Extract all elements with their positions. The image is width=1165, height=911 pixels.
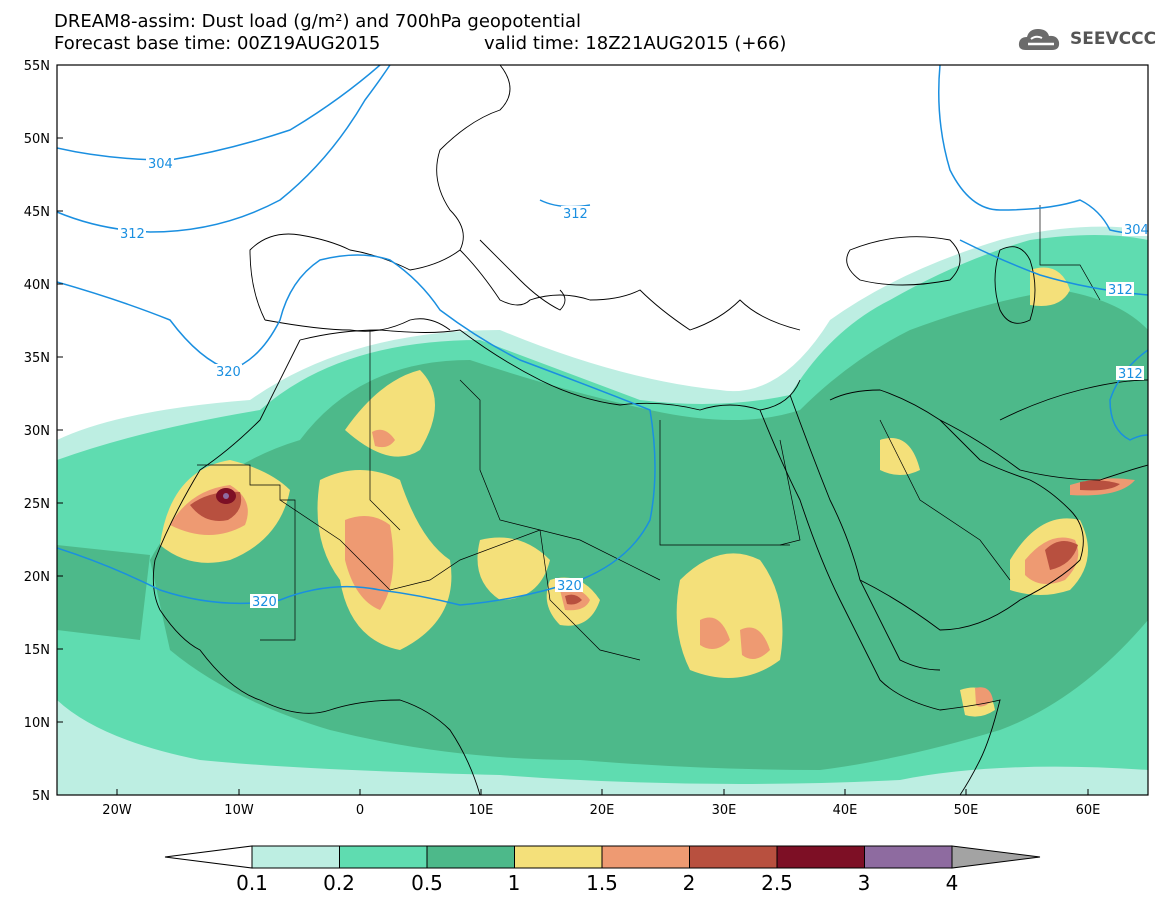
valid-time: valid time: 18Z21AUG2015 (+66) <box>484 33 787 54</box>
forecast-base-time: Forecast base time: 00Z19AUG2015 <box>54 33 381 54</box>
colorbar-label: 2.5 <box>761 871 793 895</box>
colorbar-label: 1.5 <box>586 871 618 895</box>
longitude-axis <box>116 789 1089 795</box>
contour-label: 320 <box>252 595 277 610</box>
lat-label: 35N <box>24 351 50 366</box>
lon-label: 30E <box>712 803 737 818</box>
seevccc-logo: SEEVCCC <box>1016 22 1156 56</box>
map-title: DREAM8-assim: Dust load (g/m²) and 700hP… <box>54 11 581 32</box>
lat-label: 5N <box>32 789 50 804</box>
colorbar-segment <box>689 845 778 869</box>
colorbar-segment <box>864 845 953 869</box>
contour-label: 312 <box>120 227 145 242</box>
colorbar-segment <box>514 845 603 869</box>
lat-label: 10N <box>24 716 50 731</box>
colorbar-upper-arrow <box>951 845 1041 869</box>
colorbar-segments <box>251 845 953 869</box>
logo-text: SEEVCCC <box>1070 29 1157 49</box>
contour-label: 312 <box>1118 367 1143 382</box>
lat-label: 40N <box>24 278 50 293</box>
dust-layer-2 <box>190 480 1120 605</box>
latitude-axis <box>57 64 63 796</box>
lat-label: 30N <box>24 424 50 439</box>
coastlines <box>152 65 1148 795</box>
contour-label: 304 <box>1124 223 1149 238</box>
colorbar: 0.1 0.2 0.5 1 1.5 2 2.5 3 4 <box>164 845 1041 895</box>
lon-label: 20W <box>102 803 132 818</box>
lon-label: 0 <box>356 803 364 818</box>
colorbar-label: 0.2 <box>323 871 355 895</box>
lon-label: 10W <box>224 803 254 818</box>
colorbar-label: 0.1 <box>236 871 268 895</box>
colorbar-label: 1 <box>508 871 521 895</box>
contour-label: 320 <box>557 579 582 594</box>
lat-label: 15N <box>24 643 50 658</box>
lon-label: 60E <box>1076 803 1101 818</box>
longitude-labels: 20W 10W 0 10E 20E 30E 40E 50E 60E <box>102 803 1100 818</box>
cloud-logo-icon <box>1018 29 1060 50</box>
contour-label: 320 <box>216 365 241 380</box>
colorbar-lower-arrow <box>164 845 253 869</box>
contour-labels: 304 312 320 320 320 312 304 312 312 <box>118 156 1149 610</box>
dust-layer-3 <box>223 493 229 499</box>
lon-label: 40E <box>833 803 858 818</box>
lat-label: 20N <box>24 570 50 585</box>
colorbar-label: 2 <box>683 871 696 895</box>
colorbar-label: 0.5 <box>411 871 443 895</box>
latitude-labels: 55N 50N 45N 40N 35N 30N 25N 20N 15N 10N … <box>24 59 50 804</box>
colorbar-label: 3 <box>858 871 871 895</box>
lat-label: 45N <box>24 205 50 220</box>
lon-label: 10E <box>469 803 494 818</box>
colorbar-label: 4 <box>946 871 959 895</box>
colorbar-segment <box>426 845 515 869</box>
lat-label: 55N <box>24 59 50 74</box>
lon-label: 20E <box>590 803 615 818</box>
lon-label: 50E <box>954 803 979 818</box>
map-plot-area: 304 312 320 320 320 312 304 312 312 <box>57 65 1149 795</box>
lat-label: 25N <box>24 497 50 512</box>
contour-label: 312 <box>1108 283 1133 298</box>
colorbar-segment <box>601 845 690 869</box>
colorbar-segment <box>339 845 428 869</box>
lat-label: 50N <box>24 132 50 147</box>
contour-label: 312 <box>563 207 588 222</box>
colorbar-segment <box>251 845 340 869</box>
country-borders <box>197 205 1101 661</box>
colorbar-segment <box>776 845 865 869</box>
contour-label: 304 <box>148 157 173 172</box>
